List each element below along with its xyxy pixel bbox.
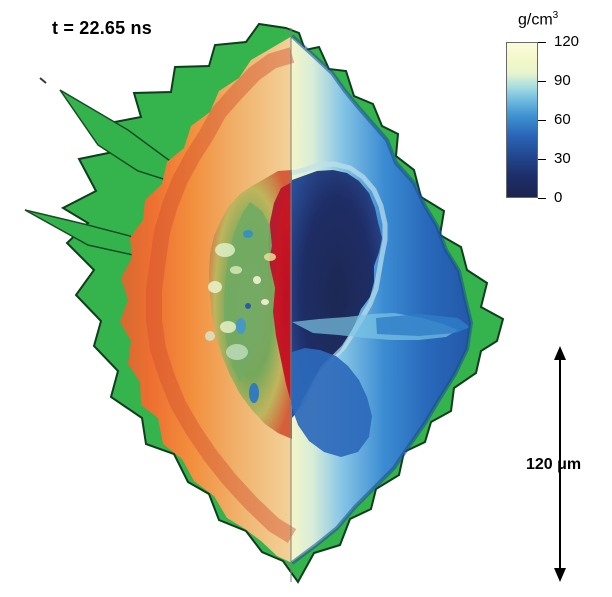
right-lower-lobe — [292, 348, 372, 457]
density-colorbar — [506, 42, 538, 198]
colorbar-unit-exponent: 3 — [552, 10, 559, 21]
colorbar-label-120: 120 — [554, 33, 580, 50]
left-edge-glow — [146, 47, 297, 543]
time-label: t = 22.65 ns — [52, 18, 152, 38]
colorbar-tick-90 — [538, 81, 546, 82]
colorbar-tick-60 — [538, 120, 546, 121]
hot-zone — [268, 182, 292, 406]
colorbar-label-60: 60 — [554, 111, 571, 128]
scale-bar-top-arrow-icon — [554, 346, 566, 360]
colorbar-label-30: 30 — [554, 150, 571, 167]
colorbar-tick-30 — [538, 159, 546, 160]
colorbar-unit-base: g/cm — [518, 11, 553, 29]
colorbar-label-90: 90 — [554, 72, 571, 89]
scale-bar-label: 120 μm — [526, 456, 582, 473]
left-field — [120, 36, 291, 563]
left-blobs — [205, 230, 276, 403]
scale-bar-bottom-arrow-icon — [554, 568, 566, 582]
colorbar-tick-120 — [538, 42, 546, 43]
right-jet-spike — [376, 314, 470, 336]
colorbar-tick-0 — [538, 198, 546, 199]
spike-tip-mark — [39, 77, 47, 84]
right-outer-edge — [290, 34, 474, 565]
left-turbulent-band — [224, 202, 272, 382]
colorbar-label-0: 0 — [554, 189, 563, 206]
colorbar-unit: g/cm3 — [518, 10, 558, 29]
